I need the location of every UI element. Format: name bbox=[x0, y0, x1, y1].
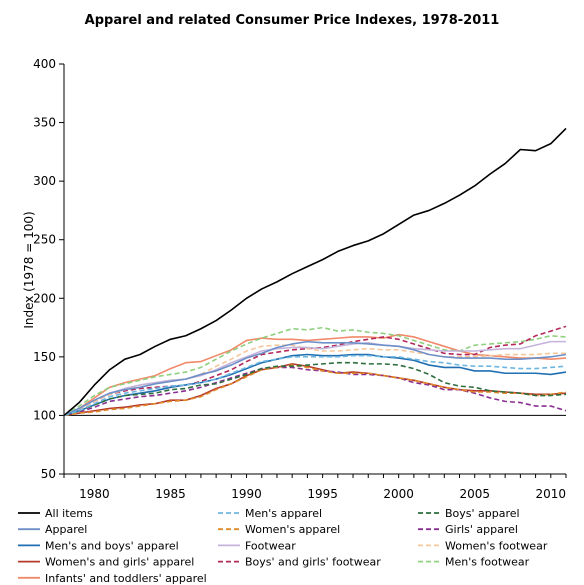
legend-label: Apparel bbox=[45, 523, 87, 536]
legend-label: Boys' apparel bbox=[445, 507, 520, 520]
legend-label: Women's apparel bbox=[245, 523, 340, 536]
x-tick-label: 2010 bbox=[536, 487, 567, 501]
legend-label: Infants' and toddlers' apparel bbox=[45, 572, 207, 585]
y-tick-label: 300 bbox=[33, 174, 56, 188]
legend-label: Boys' and girls' footwear bbox=[245, 556, 381, 569]
chart-title: Apparel and related Consumer Price Index… bbox=[85, 13, 500, 28]
y-tick-label: 100 bbox=[33, 408, 56, 422]
legend-label: Women's and girls' apparel bbox=[45, 556, 194, 569]
x-tick-label: 1985 bbox=[155, 487, 186, 501]
series-line-men-s-and-boys-apparel bbox=[63, 353, 567, 417]
series-line-footwear bbox=[63, 340, 566, 417]
series-line-men-s-apparel bbox=[63, 354, 567, 417]
series-line-men-s-footwear bbox=[63, 326, 567, 417]
series-line-apparel bbox=[63, 340, 567, 417]
legend-label: Footwear bbox=[245, 539, 296, 552]
series-line-girls-apparel bbox=[63, 366, 567, 417]
y-tick-label: 150 bbox=[33, 350, 56, 364]
series-line-boys-apparel bbox=[63, 361, 567, 417]
y-tick-label: 50 bbox=[41, 467, 56, 481]
x-tick-label: 2005 bbox=[459, 487, 490, 501]
legend-label: Girls' apparel bbox=[445, 523, 518, 536]
legend-label: Women's footwear bbox=[445, 539, 548, 552]
x-tick-label: 1990 bbox=[231, 487, 262, 501]
series-line-infants-and-toddlers-apparel bbox=[63, 333, 567, 417]
legend-label: Men's and boys' apparel bbox=[45, 539, 179, 552]
y-tick-label: 200 bbox=[33, 291, 56, 305]
series-line-women-s-apparel bbox=[63, 364, 567, 417]
y-axis-title: Index (1978 = 100) bbox=[22, 211, 36, 328]
x-tick-label: 1995 bbox=[307, 487, 338, 501]
legend-label: All items bbox=[45, 507, 93, 520]
legend-label: Men's footwear bbox=[445, 556, 530, 569]
series-line-all-items bbox=[63, 127, 567, 417]
y-tick-label: 350 bbox=[33, 116, 56, 130]
y-tick-label: 250 bbox=[33, 233, 56, 247]
plot-area: 50 100 150 200 250 300 350 400 1980 1985 1990 1995 2… bbox=[33, 57, 567, 501]
legend: All items Men's apparel Boys' apparel Appar… bbox=[18, 507, 548, 585]
x-tick-label: 2000 bbox=[383, 487, 414, 501]
y-tick-label: 400 bbox=[33, 57, 56, 71]
x-tick-label: 1980 bbox=[79, 487, 110, 501]
legend-label: Men's apparel bbox=[245, 507, 322, 520]
